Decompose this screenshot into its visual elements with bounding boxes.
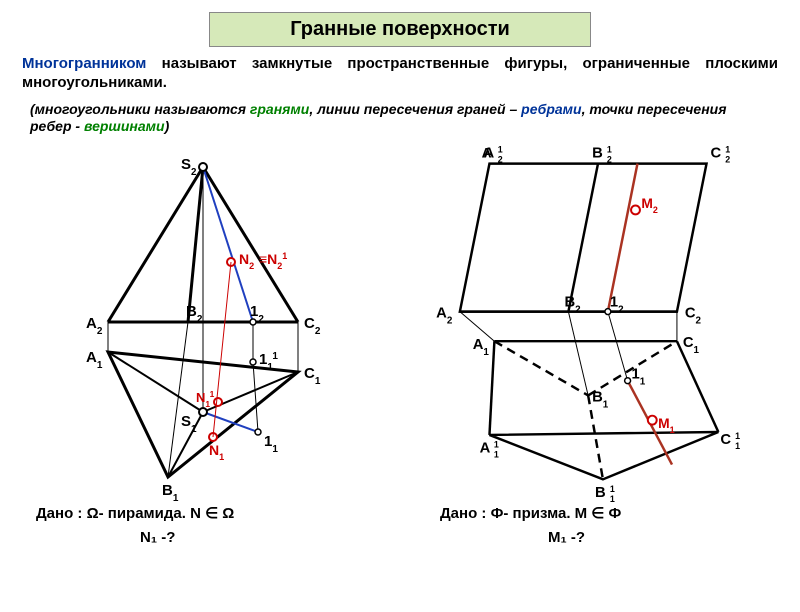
svg-text:C2: C2	[304, 315, 321, 337]
svg-text:N1: N1	[209, 442, 224, 462]
svg-text:A2: A2	[436, 305, 453, 326]
svg-text:C 11: C 11	[720, 430, 740, 450]
svg-text:A1: A1	[473, 337, 490, 358]
svg-text:A 12: A 12	[484, 144, 503, 164]
svg-text:C2: C2	[685, 305, 702, 326]
pyramid-diagram: S2A2B2C212N2≡N21A1B1C1S111111N1N11	[28, 142, 388, 507]
svg-text:C 12: C 12	[710, 144, 730, 164]
svg-text:B 12: B 12	[592, 144, 612, 164]
right-question: М₁ -?	[548, 529, 585, 546]
svg-text:B1: B1	[162, 482, 179, 504]
svg-text:11: 11	[632, 366, 646, 387]
page-title: Гранные поверхности	[209, 12, 591, 47]
left-question: N₁ -?	[140, 529, 175, 546]
right-given: Дано : Ф- призма. М ∈ Ф	[440, 504, 621, 522]
svg-text:A1: A1	[86, 349, 103, 371]
svg-text:N11: N11	[196, 389, 215, 409]
svg-text:A2: A2	[86, 315, 103, 337]
definition-term: Многогранником	[22, 55, 146, 72]
diagram-row: S2A2B2C212N2≡N21A1B1C1S111111N1N11 AA 12…	[0, 142, 800, 527]
svg-text:N2: N2	[239, 251, 254, 271]
left-given: Дано : Ω- пирамида. N ∈ Ω	[36, 504, 234, 522]
definition: Многогранником называют замкнутые простр…	[0, 53, 800, 95]
svg-text:S1: S1	[181, 413, 197, 435]
prism-diagram: AA 12B 12C 12A2B2C212M2A1B1C111A 11B 11C…	[418, 134, 778, 504]
svg-text:S2: S2	[181, 156, 197, 178]
svg-text:B1: B1	[592, 389, 609, 410]
svg-text:11: 11	[264, 433, 278, 455]
svg-text:B 11: B 11	[595, 484, 615, 504]
svg-text:M2: M2	[641, 195, 658, 215]
svg-text:A 11: A 11	[480, 439, 499, 459]
svg-text:C1: C1	[683, 335, 700, 356]
svg-text:C1: C1	[304, 365, 321, 387]
